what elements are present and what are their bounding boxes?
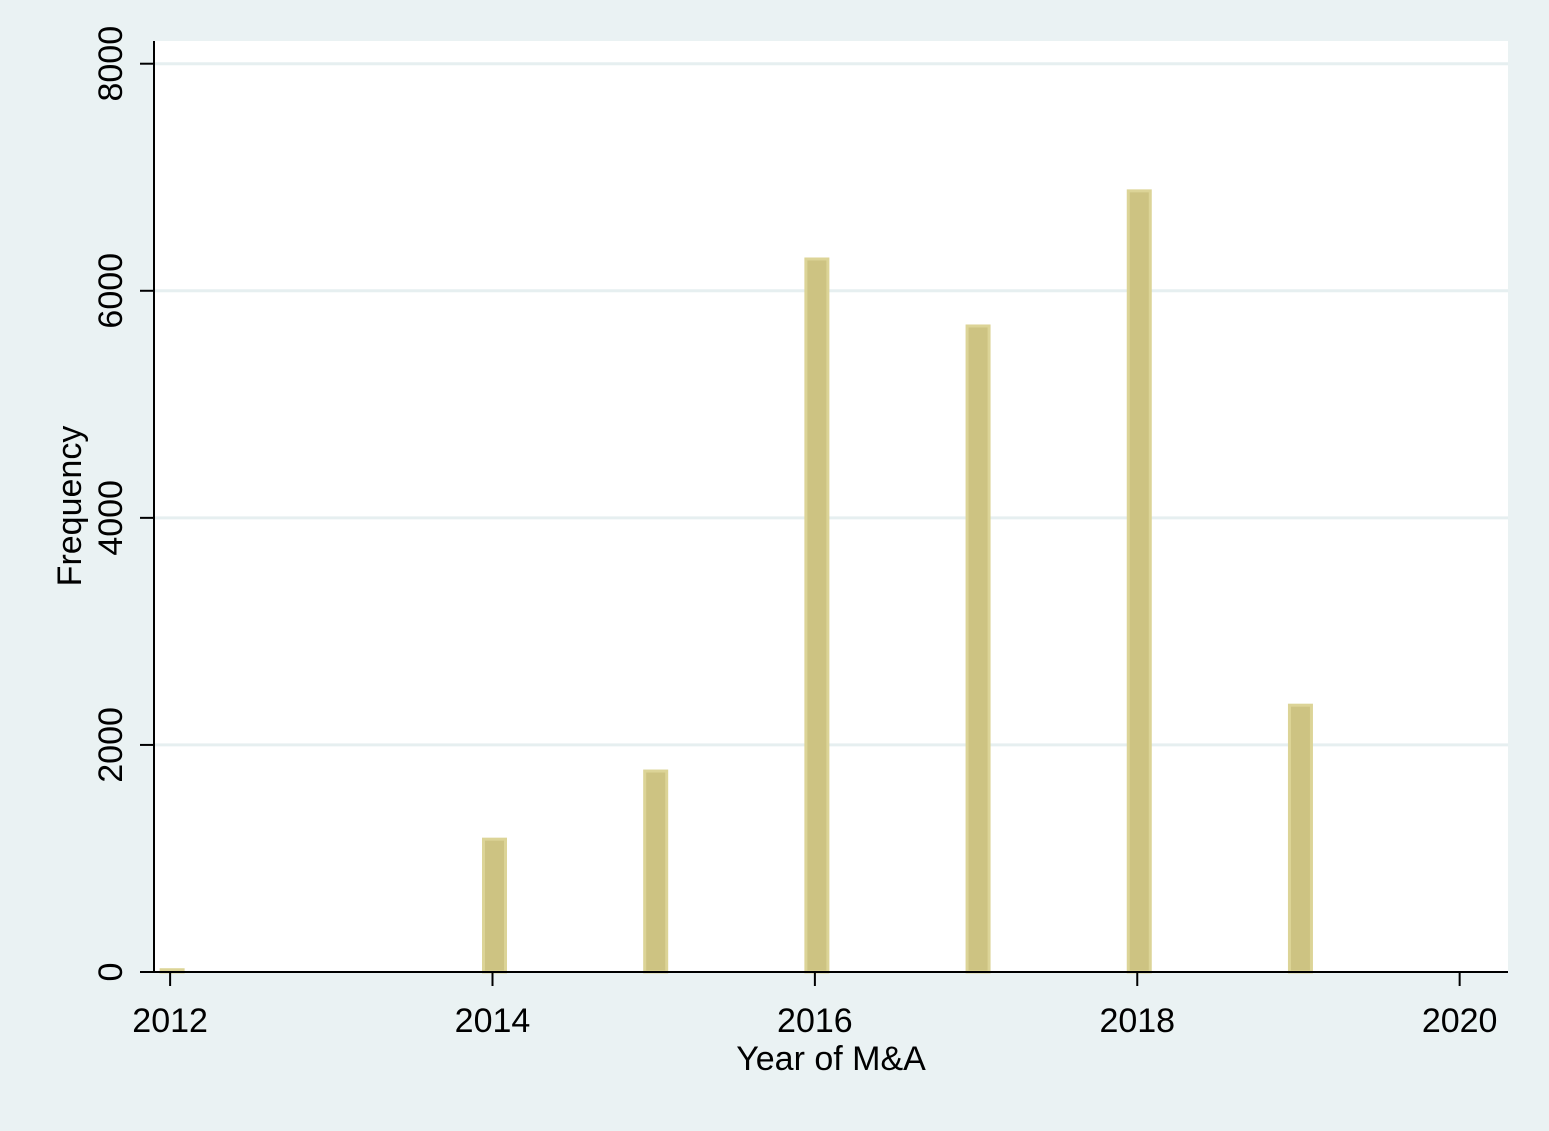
y-ticks: 0 2000 4000 6000 8000 <box>92 26 154 982</box>
y-axis-label: Frequency <box>51 426 89 587</box>
bar-2015 <box>643 769 669 974</box>
gridlines <box>154 62 1508 747</box>
bar-2019 <box>1287 703 1313 974</box>
y-tick-label-4000: 4000 <box>92 480 130 556</box>
bar-2016 <box>804 257 830 974</box>
x-tick-label-2014: 2014 <box>455 1002 531 1040</box>
y-tick-label-0: 0 <box>92 963 130 982</box>
y-tick-label-8000: 8000 <box>92 26 130 102</box>
x-tick-label-2012: 2012 <box>132 1002 208 1040</box>
bar-2017 <box>965 324 991 974</box>
plot-area <box>154 41 1508 972</box>
x-axis-label: Year of M&A <box>736 1040 926 1078</box>
y-tick-label-6000: 6000 <box>92 253 130 329</box>
x-tick-label-2018: 2018 <box>1099 1002 1175 1040</box>
y-tick-label-2000: 2000 <box>92 707 130 783</box>
x-tick-label-2016: 2016 <box>777 1002 853 1040</box>
bar-2014 <box>482 837 507 974</box>
x-ticks: 2012 2014 2016 2018 2020 <box>132 972 1497 1040</box>
x-tick-label-2020: 2020 <box>1422 1002 1498 1040</box>
bar-2018 <box>1126 189 1152 974</box>
axes <box>153 41 1508 973</box>
